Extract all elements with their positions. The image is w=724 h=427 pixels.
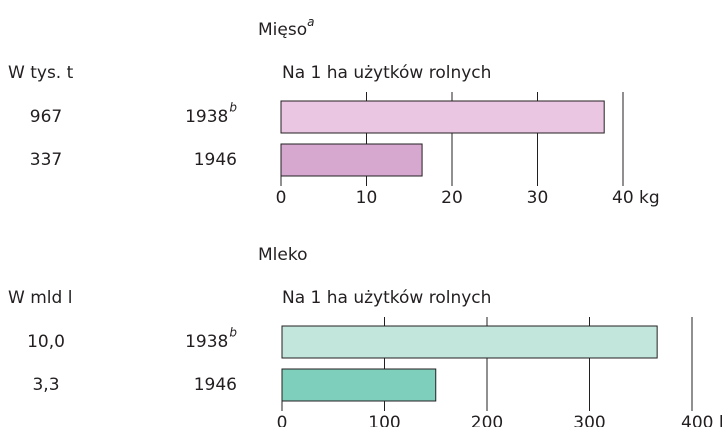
category-label: 1938 [185, 107, 228, 127]
x-tick-label: 40 kg [612, 188, 660, 208]
category-label: 1938 [185, 332, 228, 352]
category-label: 1946 [194, 150, 237, 170]
chart-title: Mięsoa [258, 15, 314, 41]
total-value: 3,3 [32, 375, 59, 395]
bar [280, 100, 605, 134]
total-value: 967 [30, 107, 62, 127]
chart-subtitle: Na 1 ha użytków rolnych [282, 63, 491, 83]
totals-header: W tys. t [8, 63, 74, 83]
x-tick-label: 400 l [681, 413, 724, 427]
category-note: b [229, 101, 237, 115]
total-value: 337 [30, 150, 62, 170]
x-tick-label: 20 [441, 188, 463, 208]
total-value: 10,0 [27, 332, 65, 352]
x-tick-label: 200 [471, 413, 503, 427]
title-text: Mięso [258, 20, 307, 40]
category-note: b [229, 326, 237, 340]
title-text: Mleko [258, 245, 308, 265]
x-tick-label: 100 [368, 413, 400, 427]
chart-subtitle: Na 1 ha użytków rolnych [282, 288, 491, 308]
x-tick-label: 0 [277, 413, 288, 427]
chart-title: Mleko [258, 245, 308, 265]
x-tick-label: 300 [573, 413, 605, 427]
title-note: a [307, 15, 314, 29]
bar [281, 325, 658, 359]
bar [280, 143, 423, 177]
category-label: 1946 [194, 375, 237, 395]
x-tick-label: 10 [356, 188, 378, 208]
x-tick-label: 0 [276, 188, 287, 208]
bar [281, 368, 437, 402]
totals-header: W mld l [8, 288, 72, 308]
x-tick-label: 30 [527, 188, 549, 208]
